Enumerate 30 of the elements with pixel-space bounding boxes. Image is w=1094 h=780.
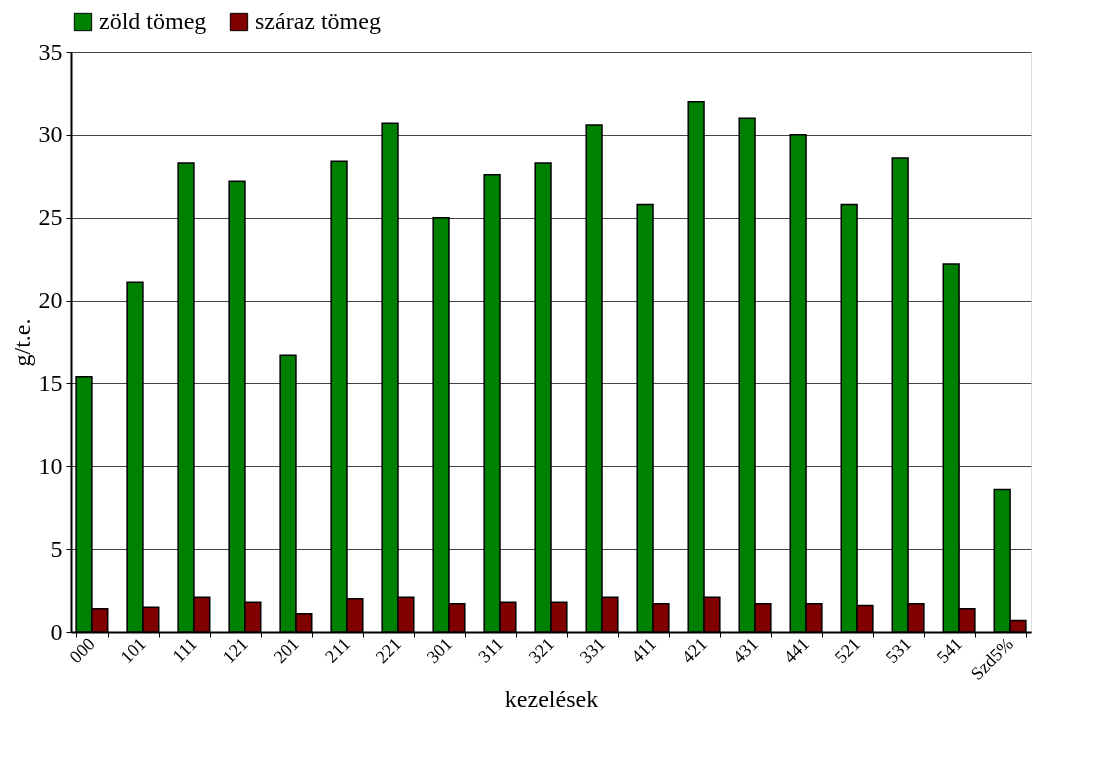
x-tick-label: 531 xyxy=(881,633,915,667)
x-tick-label: 311 xyxy=(474,633,507,667)
legend-label: száraz tömeg xyxy=(255,8,381,34)
y-tick-label: 0 xyxy=(50,618,63,645)
x-tick-label: 331 xyxy=(575,633,609,667)
y-tick-label: 20 xyxy=(38,287,63,314)
y-tick-label: 30 xyxy=(38,121,63,148)
x-tick-label: 301 xyxy=(422,633,456,667)
x-tick-label: 321 xyxy=(524,633,558,667)
x-tick-label: 411 xyxy=(627,633,660,667)
y-axis-title: g/t.e. xyxy=(8,318,35,367)
x-tick-label: 221 xyxy=(371,633,405,667)
x-tick-label: 421 xyxy=(677,633,711,667)
x-tick-label: 111 xyxy=(168,633,201,667)
x-tick-label: 101 xyxy=(116,633,150,667)
x-tick-label: 000 xyxy=(65,633,99,667)
y-tick-label: 15 xyxy=(38,369,63,396)
x-tick-label: 521 xyxy=(830,633,864,667)
x-tick-label: 201 xyxy=(269,633,303,667)
y-tick-label: 10 xyxy=(38,452,63,479)
x-tick-label: 441 xyxy=(779,633,813,667)
x-tick-label: 121 xyxy=(218,633,252,667)
y-tick-label: 25 xyxy=(38,204,63,231)
y-tick-label: 5 xyxy=(50,535,63,562)
y-tick-label: 35 xyxy=(38,38,63,65)
x-tick-label: 541 xyxy=(932,633,966,667)
legend-label: zöld tömeg xyxy=(99,8,207,34)
x-tick-label: 211 xyxy=(321,633,354,667)
x-axis-title: kezelések xyxy=(504,685,599,712)
x-tick-label: 431 xyxy=(728,633,762,667)
